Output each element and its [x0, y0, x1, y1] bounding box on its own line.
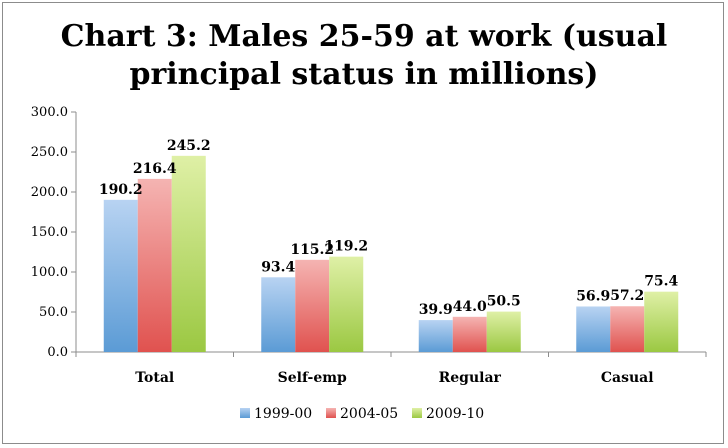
- legend-swatch: [326, 408, 336, 418]
- bar: [103, 199, 138, 352]
- legend-label: 2009-10: [426, 406, 484, 422]
- bar: [261, 277, 296, 352]
- legend-label: 2004-05: [340, 406, 398, 422]
- y-tick-label: 200.0: [31, 185, 68, 200]
- y-tick-label: 300.0: [31, 105, 68, 120]
- data-label: 57.2: [610, 288, 644, 304]
- data-label: 115.2: [290, 242, 334, 258]
- category-label: Self-emp: [278, 370, 347, 386]
- y-tick-label: 250.0: [31, 145, 68, 160]
- y-tick-label: 50.0: [39, 305, 68, 320]
- bar: [486, 311, 521, 352]
- y-tick-label: 100.0: [31, 265, 68, 280]
- data-label: 93.4: [261, 259, 295, 275]
- y-tick-label: 0.0: [47, 345, 68, 360]
- data-label: 190.2: [99, 182, 143, 198]
- bar: [452, 316, 487, 352]
- chart-title-line-2: principal status in millions): [129, 57, 599, 92]
- legend-label: 1999-00: [254, 406, 312, 422]
- data-label: 245.2: [167, 138, 211, 154]
- data-label: 56.9: [576, 288, 610, 304]
- bar: [137, 178, 172, 352]
- data-label: 50.5: [487, 294, 521, 310]
- category-label: Casual: [601, 370, 654, 386]
- chart-title: Chart 3: Males 25-59 at work (usual prin…: [0, 18, 728, 94]
- legend: 1999-00 2004-05 2009-10: [240, 406, 484, 422]
- axes: 0.0 50.0 100.0 150.0 200.0 250.0 300.0: [31, 105, 707, 360]
- legend-swatch: [412, 408, 422, 418]
- data-label: 44.0: [453, 299, 487, 315]
- y-tick-label: 150.0: [31, 225, 68, 240]
- data-label: 119.2: [324, 239, 368, 255]
- bars: [103, 155, 679, 352]
- data-label: 75.4: [644, 274, 678, 290]
- legend-swatch: [240, 408, 250, 418]
- bar: [576, 306, 611, 352]
- bar: [295, 259, 330, 352]
- bar: [644, 291, 679, 352]
- bar: [329, 256, 364, 352]
- category-label: Total: [135, 370, 174, 386]
- bar: [610, 306, 645, 352]
- category-label: Regular: [439, 370, 502, 386]
- chart-title-line-1: Chart 3: Males 25-59 at work (usual: [60, 19, 668, 54]
- bar: [418, 320, 453, 352]
- data-label: 39.9: [419, 302, 453, 318]
- data-label: 216.4: [133, 161, 177, 177]
- bar: [171, 155, 206, 352]
